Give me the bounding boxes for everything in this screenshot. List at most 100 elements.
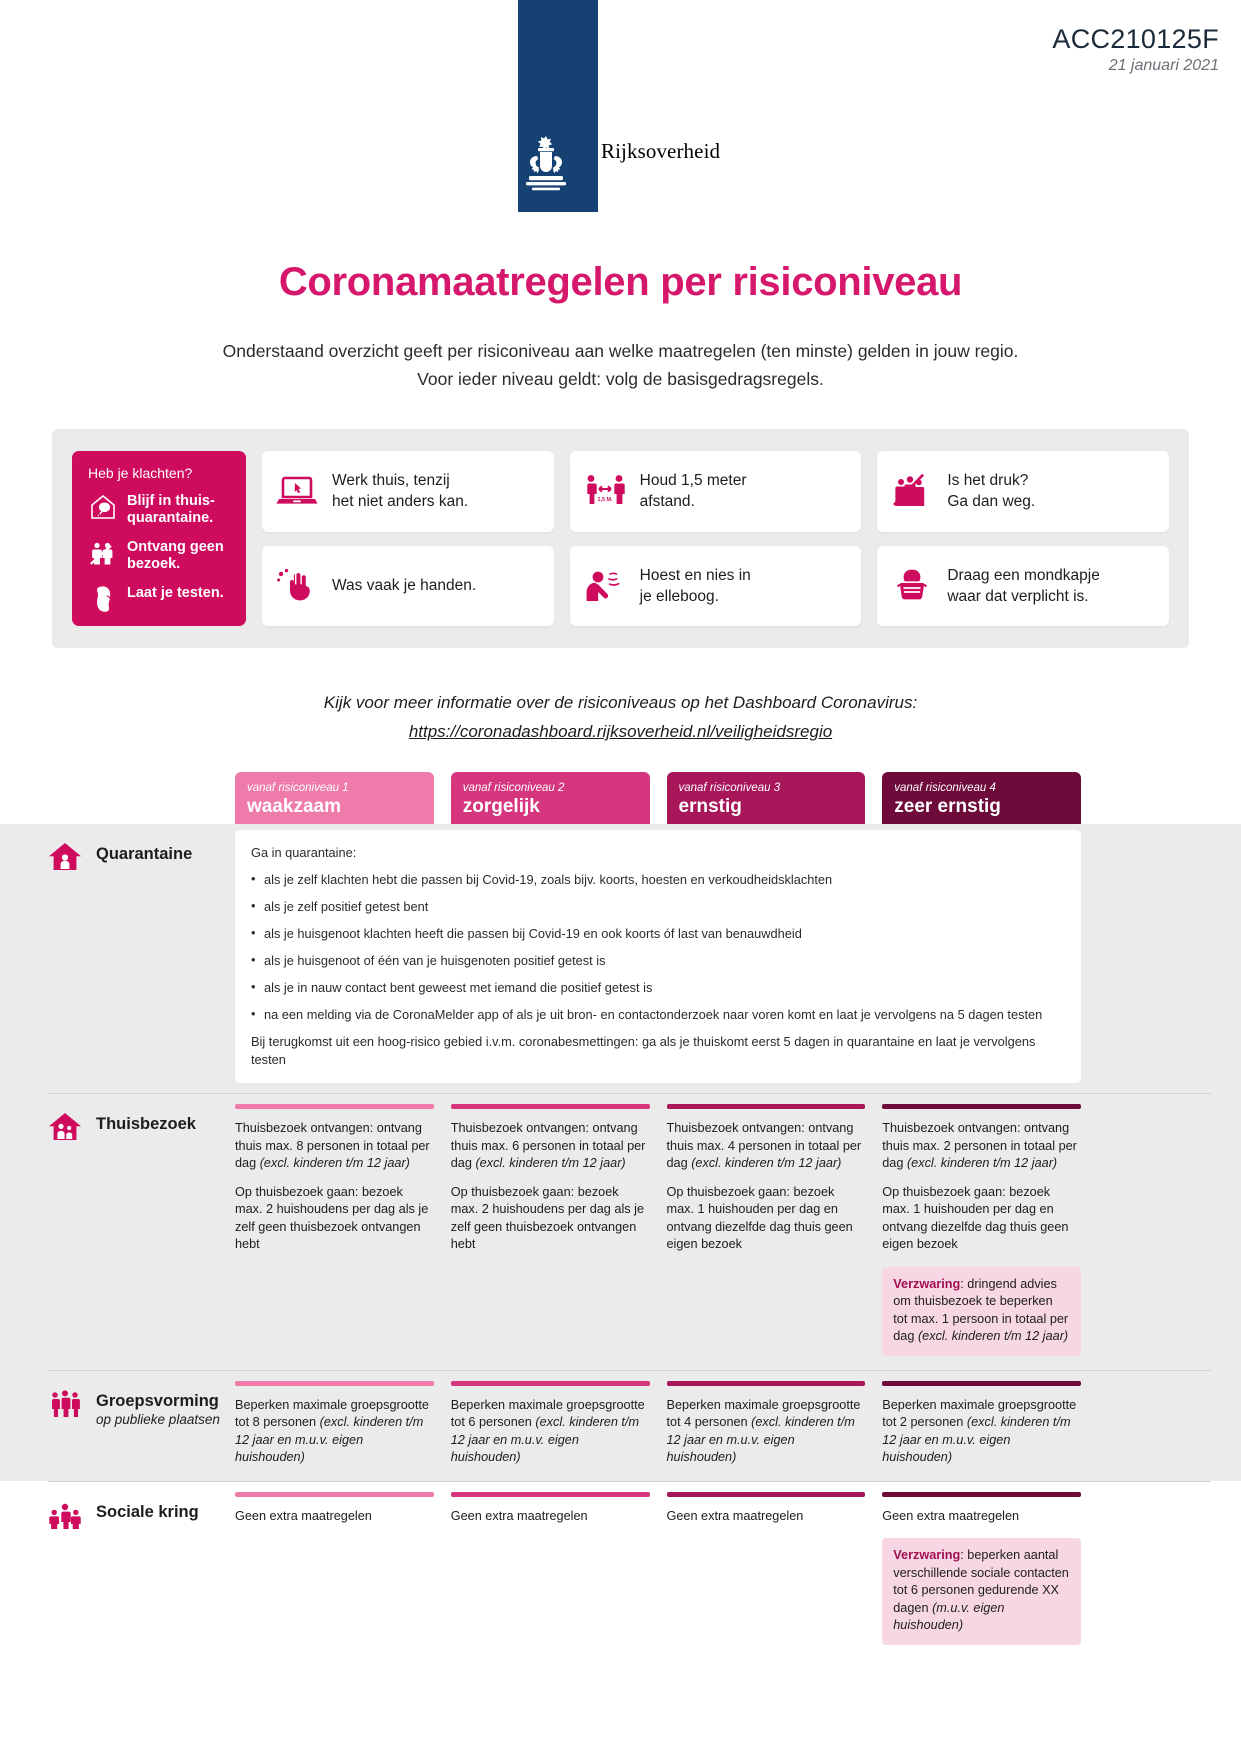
- row-cells-thuisbezoek: Thuisbezoek ontvangen: ontvang thuis max…: [235, 1094, 1081, 1370]
- list-item: als je huisgenoot of één van je huisgeno…: [251, 951, 1065, 970]
- cell-paragraph: Op thuisbezoek gaan: bezoek max. 2 huish…: [235, 1184, 429, 1252]
- intro-text: Onderstaand overzicht geeft per risiconi…: [0, 337, 1241, 393]
- cell-paragraph: Thuisbezoek ontvangen: ontvang thuis max…: [666, 1121, 862, 1170]
- rule-card-label: Draag een mondkapje waar dat verplicht is…: [947, 566, 1100, 605]
- level-bar: [450, 1491, 650, 1497]
- measures-table: vanaf risiconiveau 1 waakzaam vanaf risi…: [0, 772, 1241, 1659]
- rule-card-wash-hands: Was vaak je handen.: [262, 545, 554, 626]
- no-visitors-icon: [88, 538, 118, 568]
- rule-card-label: Houd 1,5 meter afstand.: [639, 472, 747, 511]
- row-band-thuisbezoek: Thuisbezoek Thuisbezoek ontvangen: ontva…: [0, 1093, 1241, 1370]
- level-bar: [666, 1491, 866, 1497]
- netherlands-coat-of-arms-icon: [518, 134, 598, 194]
- cell-paragraph: Geen extra maatregelen: [235, 1508, 372, 1523]
- laptop-icon: [276, 471, 318, 511]
- risk-level-sub: vanaf risiconiveau 2: [462, 782, 565, 794]
- risk-level-sub: vanaf risiconiveau 4: [894, 782, 996, 794]
- social-circle-icon: [48, 1498, 82, 1532]
- quarantine-card: Ga in quarantaine: als je zelf klachten …: [235, 830, 1081, 1083]
- level-bar: [882, 1104, 1081, 1109]
- cell-paragraph: Beperken maximale groepsgrootte tot 6 pe…: [450, 1397, 645, 1465]
- cell-paragraph: Op thuisbezoek gaan: bezoek max. 1 huish…: [666, 1184, 853, 1252]
- basic-rules-panel: Heb je klachten? Blijf in thuis-quaranta…: [52, 429, 1189, 648]
- house-quarantine-icon: [88, 492, 118, 522]
- row-title: Thuisbezoek: [96, 1115, 196, 1133]
- row-cells-groepsvorming: Beperken maximale groepsgrootte tot 8 pe…: [235, 1371, 1081, 1481]
- level-bar: [450, 1104, 650, 1109]
- cell-groepsvorming-4: Beperken maximale groepsgrootte tot 2 pe…: [882, 1371, 1081, 1481]
- row-label-groepsvorming: Groepsvorming op publieke plaatsen: [30, 1371, 235, 1481]
- quarantine-lead: Ga in quarantaine:: [251, 845, 357, 860]
- group-people-icon: [48, 1387, 82, 1421]
- rule-card-avoid-crowds: Is het druk? Ga dan weg.: [877, 451, 1169, 532]
- rule-card-label: Hoest en nies in je elleboog.: [639, 566, 751, 605]
- row-subtitle: op publieke plaatsen: [96, 1411, 220, 1427]
- cough-elbow-icon: [584, 566, 626, 606]
- risk-level-header-row: vanaf risiconiveau 1 waakzaam vanaf risi…: [0, 772, 1241, 824]
- list-item: als je zelf positief getest bent: [251, 897, 1065, 916]
- list-item: als je zelf klachten hebt die passen bij…: [251, 870, 1065, 889]
- cell-paragraph: Geen extra maatregelen: [450, 1508, 588, 1523]
- risk-level-name: ernstig: [678, 796, 742, 817]
- verzwaring-label: Verzwaring: [893, 1548, 961, 1562]
- face-mask-icon: [891, 566, 933, 606]
- wash-hands-icon: [276, 566, 318, 606]
- cell-paragraph: Beperken maximale groepsgrootte tot 2 pe…: [882, 1397, 1077, 1465]
- symptoms-title: Heb je klachten?: [88, 465, 193, 481]
- rule-card-cough-elbow: Hoest en nies in je elleboog.: [569, 545, 862, 626]
- row-band-quarantaine: Quarantaine Ga in quarantaine: als je ze…: [0, 824, 1241, 1093]
- rule-card-work-from-home: Werk thuis, tenzij het niet anders kan.: [262, 451, 554, 532]
- row-divider: [48, 1369, 1211, 1371]
- level-bar: [882, 1380, 1081, 1386]
- risk-level-sub: vanaf risiconiveau 1: [247, 782, 349, 794]
- row-band-groepsvorming: Groepsvorming op publieke plaatsen Beper…: [0, 1369, 1241, 1481]
- level-bar: [235, 1491, 434, 1497]
- verzwaring-text: : dringend advies om thuisbezoek te bepe…: [893, 1276, 1069, 1344]
- symptoms-item-get-tested: Laat je testen.: [88, 584, 232, 614]
- distance-15m-icon: 1,5 M.: [584, 471, 626, 511]
- cell-sociale-kring-3: Geen extra maatregelen: [666, 1482, 866, 1659]
- verzwaring-text: : beperken aantal verschillende sociale …: [893, 1548, 1069, 1615]
- cell-sociale-kring-4: Geen extra maatregelen Verzwaring: beper…: [882, 1482, 1081, 1659]
- rule-card-label: Werk thuis, tenzij het niet anders kan.: [332, 472, 469, 511]
- risk-level-name: zeer ernstig: [894, 796, 1001, 817]
- rijksoverheid-logo-bar: [518, 0, 598, 212]
- symptoms-item-quarantine: Blijf in thuis-quarantaine.: [88, 492, 232, 527]
- cell-groepsvorming-2: Beperken maximale groepsgrootte tot 6 pe…: [450, 1371, 650, 1481]
- row-title: Sociale kring: [96, 1502, 199, 1521]
- cell-paragraph: Thuisbezoek ontvangen: ontvang thuis max…: [450, 1121, 646, 1170]
- symptoms-item-label: Ontvang geen bezoek.: [127, 539, 224, 572]
- cell-thuisbezoek-3: Thuisbezoek ontvangen: ontvang thuis max…: [666, 1094, 866, 1370]
- row-divider: [48, 1480, 1211, 1482]
- rijksoverheid-wordmark: Rijksoverheid: [601, 139, 721, 163]
- cell-sociale-kring-1: Geen extra maatregelen: [235, 1482, 434, 1659]
- verzwaring-box: Verzwaring: beperken aantal verschillend…: [882, 1538, 1081, 1645]
- row-label-quarantaine: Quarantaine: [30, 824, 235, 1093]
- risk-level-name: zorgelijk: [462, 796, 540, 817]
- house-visit-icon: [48, 1110, 82, 1144]
- row-cells-sociale-kring: Geen extra maatregelen Geen extra maatre…: [235, 1482, 1081, 1659]
- dashboard-reference: Kijk voor meer informatie over de risico…: [0, 688, 1241, 746]
- quarantine-footer: Bij terugkomst uit een hoog-risico gebie…: [251, 1034, 1036, 1067]
- cell-paragraph: Beperken maximale groepsgrootte tot 8 pe…: [235, 1397, 429, 1465]
- risk-level-header-3: vanaf risiconiveau 3 ernstig: [666, 772, 866, 824]
- risk-level-name: waakzaam: [247, 796, 342, 817]
- table-row-groepsvorming: Groepsvorming op publieke plaatsen Beper…: [0, 1371, 1241, 1481]
- symptoms-item-label: Blijf in thuis-quarantaine.: [127, 493, 215, 526]
- risk-level-header-4: vanaf risiconiveau 4 zeer ernstig: [882, 772, 1081, 824]
- list-item: als je in nauw contact bent geweest met …: [251, 978, 1065, 997]
- cell-groepsvorming-3: Beperken maximale groepsgrootte tot 4 pe…: [666, 1371, 866, 1481]
- symptoms-item-label: Laat je testen.: [127, 585, 224, 601]
- document-date: 21 januari 2021: [1108, 57, 1219, 74]
- cell-paragraph: Geen extra maatregelen: [666, 1508, 804, 1523]
- row-divider: [48, 1093, 1211, 1094]
- cell-paragraph: Op thuisbezoek gaan: bezoek max. 1 huish…: [882, 1184, 1069, 1252]
- dashboard-url-link[interactable]: https://coronadashboard.rijksoverheid.nl…: [408, 722, 833, 741]
- verzwaring-box: Verzwaring: dringend advies om thuisbezo…: [882, 1266, 1081, 1356]
- intro-line-1: Onderstaand overzicht geeft per risiconi…: [222, 341, 1019, 361]
- list-item: na een melding via de CoronaMelder app o…: [251, 1005, 1065, 1024]
- cell-paragraph: Geen extra maatregelen: [882, 1508, 1020, 1523]
- risk-level-sub: vanaf risiconiveau 3: [678, 782, 781, 794]
- table-row-sociale-kring: Sociale kring Geen extra maatregelen Gee…: [0, 1482, 1241, 1659]
- document-code: ACC210125F: [1052, 24, 1219, 54]
